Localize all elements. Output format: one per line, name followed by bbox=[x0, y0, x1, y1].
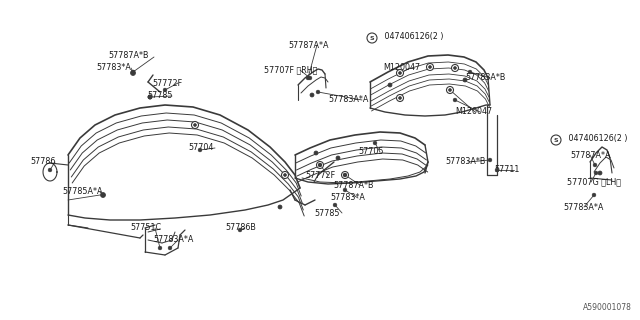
Circle shape bbox=[198, 148, 202, 152]
Circle shape bbox=[342, 172, 349, 179]
Text: 57704: 57704 bbox=[188, 143, 213, 153]
Circle shape bbox=[453, 98, 457, 102]
Circle shape bbox=[148, 95, 152, 99]
Text: 57772F: 57772F bbox=[152, 78, 182, 87]
Circle shape bbox=[388, 83, 392, 87]
Text: 57783A*A: 57783A*A bbox=[328, 95, 369, 105]
Circle shape bbox=[598, 171, 602, 175]
Text: 57786B: 57786B bbox=[225, 223, 256, 233]
Text: S: S bbox=[554, 138, 558, 142]
Text: 57707F 〈RH〉: 57707F 〈RH〉 bbox=[264, 66, 317, 75]
Text: 57787A*B: 57787A*B bbox=[333, 180, 374, 189]
Text: S: S bbox=[370, 36, 374, 41]
Circle shape bbox=[308, 76, 312, 80]
Text: 57785: 57785 bbox=[314, 209, 339, 218]
Circle shape bbox=[373, 141, 377, 145]
Circle shape bbox=[551, 135, 561, 145]
Circle shape bbox=[148, 95, 152, 99]
Circle shape bbox=[333, 203, 337, 207]
Circle shape bbox=[429, 66, 431, 68]
Circle shape bbox=[282, 172, 289, 179]
Text: 57783*A: 57783*A bbox=[330, 194, 365, 203]
Circle shape bbox=[316, 90, 320, 94]
Text: A590001078: A590001078 bbox=[583, 303, 632, 312]
Circle shape bbox=[399, 72, 401, 74]
Circle shape bbox=[131, 70, 135, 74]
Circle shape bbox=[48, 168, 52, 172]
Text: 57785A*A: 57785A*A bbox=[62, 188, 102, 196]
Circle shape bbox=[397, 69, 403, 76]
Circle shape bbox=[449, 89, 451, 92]
Circle shape bbox=[163, 88, 167, 92]
Text: 57787A*A: 57787A*A bbox=[570, 150, 611, 159]
Circle shape bbox=[100, 193, 106, 197]
Text: M120047: M120047 bbox=[455, 108, 492, 116]
Text: 57705: 57705 bbox=[358, 148, 383, 156]
Circle shape bbox=[468, 70, 472, 74]
Circle shape bbox=[594, 171, 598, 175]
Circle shape bbox=[148, 95, 152, 99]
Circle shape bbox=[131, 70, 135, 74]
Circle shape bbox=[284, 173, 287, 176]
Circle shape bbox=[238, 228, 242, 232]
Circle shape bbox=[101, 193, 105, 197]
Circle shape bbox=[336, 156, 340, 160]
Text: 57787A*A: 57787A*A bbox=[288, 41, 328, 50]
Text: 57785: 57785 bbox=[147, 92, 173, 100]
Text: 57783A*B: 57783A*B bbox=[445, 157, 485, 166]
Circle shape bbox=[367, 33, 377, 43]
Text: 57772F: 57772F bbox=[305, 171, 335, 180]
Circle shape bbox=[318, 163, 322, 167]
Circle shape bbox=[314, 151, 318, 155]
Text: 57783*A: 57783*A bbox=[96, 63, 131, 73]
Circle shape bbox=[593, 163, 596, 167]
Circle shape bbox=[278, 205, 282, 209]
Circle shape bbox=[454, 67, 456, 69]
Circle shape bbox=[310, 93, 314, 97]
Circle shape bbox=[495, 168, 499, 172]
Circle shape bbox=[193, 124, 196, 126]
Circle shape bbox=[158, 246, 162, 250]
Text: 57783A*A: 57783A*A bbox=[153, 236, 193, 244]
Circle shape bbox=[463, 78, 467, 82]
Circle shape bbox=[397, 94, 403, 101]
Circle shape bbox=[131, 70, 136, 76]
Text: 57787A*B: 57787A*B bbox=[108, 51, 148, 60]
Text: 57711: 57711 bbox=[494, 165, 520, 174]
Text: M120047: M120047 bbox=[383, 63, 420, 73]
Circle shape bbox=[319, 164, 321, 166]
Circle shape bbox=[343, 173, 347, 177]
Circle shape bbox=[343, 188, 347, 192]
Circle shape bbox=[592, 193, 596, 197]
Circle shape bbox=[399, 97, 401, 100]
Circle shape bbox=[447, 86, 454, 93]
Circle shape bbox=[306, 76, 310, 80]
Text: 57783A*B: 57783A*B bbox=[465, 74, 506, 83]
Circle shape bbox=[317, 162, 323, 169]
Text: 57707G 〈LH〉: 57707G 〈LH〉 bbox=[567, 178, 621, 187]
Text: 57783A*A: 57783A*A bbox=[563, 203, 604, 212]
Text: 047406126(2 ): 047406126(2 ) bbox=[382, 33, 444, 42]
Circle shape bbox=[426, 63, 433, 70]
Text: 57751C: 57751C bbox=[130, 223, 161, 233]
Circle shape bbox=[168, 246, 172, 250]
Circle shape bbox=[191, 122, 198, 129]
Circle shape bbox=[451, 65, 458, 71]
Text: 57786: 57786 bbox=[30, 157, 56, 166]
Text: 047406126(2 ): 047406126(2 ) bbox=[566, 133, 627, 142]
Circle shape bbox=[344, 173, 346, 176]
Circle shape bbox=[488, 158, 492, 162]
